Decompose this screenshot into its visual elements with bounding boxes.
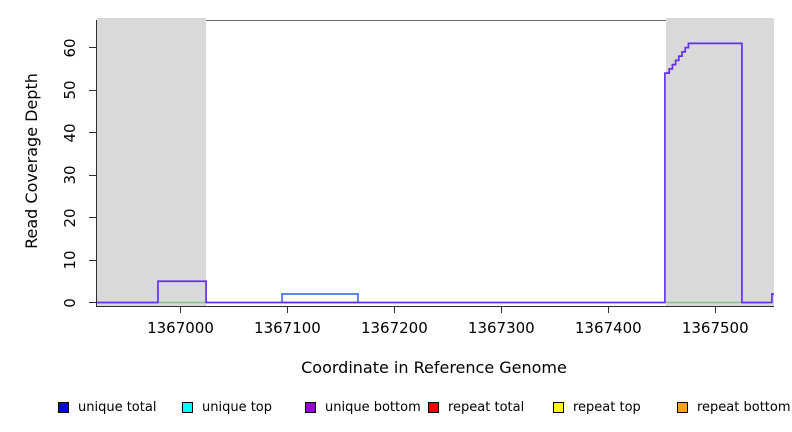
coverage-plot-svg — [97, 18, 774, 306]
legend-label: repeat bottom — [697, 399, 791, 415]
x-tick — [286, 307, 288, 313]
unique-total-trace — [281, 293, 359, 303]
x-tick-label: 1367500 — [681, 319, 749, 337]
x-tick-label: 1367300 — [467, 319, 535, 337]
legend-label: unique top — [202, 399, 273, 415]
x-tick-label: 1367200 — [360, 319, 428, 337]
y-tick — [89, 89, 96, 91]
legend-item: unique total — [58, 399, 156, 415]
y-tick — [89, 302, 96, 303]
legend-label: repeat top — [573, 399, 641, 415]
legend-swatch-icon — [428, 401, 439, 413]
legend-swatch-icon — [553, 401, 564, 413]
y-tick-label: 60 — [61, 38, 79, 58]
legend-item: repeat total — [428, 399, 524, 415]
y-tick — [89, 217, 96, 219]
x-axis-title: Coordinate in Reference Genome — [301, 358, 567, 377]
y-tick — [89, 47, 96, 49]
unique-bottom-trace — [97, 42, 774, 304]
x-tick — [607, 307, 609, 313]
legend-item: repeat top — [553, 399, 641, 415]
legend-label: unique total — [78, 399, 157, 415]
legend-item: repeat bottom — [677, 399, 791, 415]
legend-swatch-icon — [677, 401, 688, 413]
plot-area — [96, 18, 774, 307]
legend-swatch-icon — [58, 401, 69, 413]
legend-item: unique top — [182, 399, 272, 415]
y-axis-title: Read Coverage Depth — [22, 73, 41, 249]
y-tick — [89, 174, 96, 176]
legend-label: unique bottom — [325, 399, 421, 415]
x-tick — [179, 307, 181, 313]
x-tick — [500, 307, 502, 313]
legend-label: repeat total — [448, 399, 525, 415]
y-tick — [89, 259, 96, 261]
legend-swatch-icon — [305, 401, 316, 413]
shaded-region — [97, 18, 207, 306]
y-tick — [89, 132, 96, 134]
legend-item: unique bottom — [305, 399, 421, 415]
x-tick-label: 1367100 — [254, 319, 321, 337]
legend-swatch-icon — [182, 401, 193, 413]
x-tick — [393, 307, 395, 313]
x-tick — [714, 307, 716, 313]
x-tick-label: 1367000 — [147, 319, 214, 337]
shaded-region — [665, 18, 774, 306]
x-tick-label: 1367400 — [574, 319, 642, 337]
